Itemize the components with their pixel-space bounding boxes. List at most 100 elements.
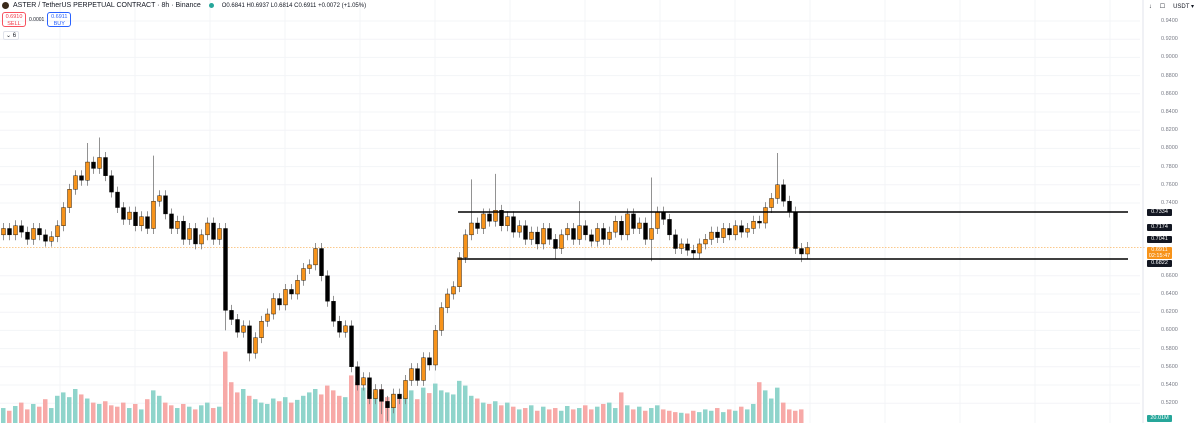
candle-down bbox=[163, 195, 168, 215]
candle-down bbox=[145, 216, 150, 229]
candle-up bbox=[157, 195, 162, 202]
price-axis-tick: 0.5200 bbox=[1161, 400, 1178, 407]
candle-up bbox=[493, 210, 498, 222]
candle-down bbox=[523, 225, 528, 240]
volume-bar bbox=[97, 403, 102, 423]
candle-up bbox=[253, 337, 258, 354]
volume-bar bbox=[85, 398, 90, 423]
volume-bar bbox=[625, 405, 630, 423]
candle-down bbox=[553, 239, 558, 249]
candle-down bbox=[415, 368, 420, 381]
candle-down bbox=[331, 301, 336, 322]
volume-bar bbox=[343, 397, 348, 423]
arrow-down-icon[interactable]: ↓ bbox=[1148, 3, 1152, 10]
candle-up bbox=[565, 228, 570, 236]
price-axis-tick: 0.8000 bbox=[1161, 145, 1178, 152]
spread: 0.0001 bbox=[29, 16, 45, 23]
volume-bar bbox=[409, 390, 414, 423]
trade-panel: 0.6910 SELL 0.0001 0.6911 BUY bbox=[2, 12, 72, 27]
price-axis-tick: 0.6200 bbox=[1161, 309, 1178, 316]
price-tag-2: 0.7174 bbox=[1147, 224, 1172, 231]
candle-up bbox=[55, 225, 60, 237]
volume-bar bbox=[787, 409, 792, 423]
volume-bar bbox=[49, 408, 54, 423]
currency-select[interactable]: USDT ▾ bbox=[1173, 4, 1194, 10]
volume-bar bbox=[757, 382, 762, 423]
volume-bar bbox=[277, 401, 282, 423]
candle-down bbox=[289, 289, 294, 295]
volume-bar bbox=[547, 409, 552, 423]
candle-up bbox=[613, 220, 618, 233]
volume-bar bbox=[1, 408, 6, 423]
volume-bar bbox=[199, 405, 204, 423]
candle-down bbox=[475, 222, 480, 229]
candle-up bbox=[97, 157, 102, 169]
candle-down bbox=[643, 222, 648, 240]
volume-bar bbox=[433, 383, 438, 423]
volume-bar bbox=[43, 399, 48, 423]
candle-up bbox=[733, 225, 738, 236]
price-tag-3: 0.7041 bbox=[1147, 236, 1172, 243]
candle-down bbox=[631, 213, 636, 229]
indicators-toggle[interactable]: ⌄ 6 bbox=[3, 31, 20, 40]
price-axis-tick: 0.6400 bbox=[1161, 291, 1178, 297]
candle-up bbox=[217, 228, 222, 240]
volume-bar bbox=[493, 401, 498, 423]
volume-bar bbox=[739, 406, 744, 423]
candle-down bbox=[739, 225, 744, 233]
price-axis-tick: 0.7800 bbox=[1161, 163, 1178, 170]
volume-bar bbox=[799, 409, 804, 423]
candle-up bbox=[529, 231, 534, 240]
level-bottom-tag: 0.6822 bbox=[1147, 260, 1172, 267]
candle-down bbox=[103, 157, 108, 176]
buy-label: BUY bbox=[53, 21, 65, 27]
candle-up bbox=[451, 286, 456, 295]
volume-bar bbox=[229, 382, 234, 423]
candle-up bbox=[151, 200, 156, 229]
volume-bar bbox=[37, 406, 42, 423]
volume-bar bbox=[553, 408, 558, 423]
candle-down bbox=[685, 243, 690, 251]
volume-bar bbox=[157, 395, 162, 423]
candle-down bbox=[583, 225, 588, 236]
volume-bar bbox=[151, 390, 156, 423]
symbol-title[interactable]: ASTER / TetherUS PERPETUAL CONTRACT · 8h… bbox=[13, 2, 201, 9]
volume-bar bbox=[331, 390, 336, 423]
candle-up bbox=[457, 257, 462, 287]
volume-bar bbox=[235, 392, 240, 423]
candle-down bbox=[727, 228, 732, 236]
candle-down bbox=[535, 231, 540, 245]
candle-up bbox=[13, 225, 18, 236]
volume-bar bbox=[745, 409, 750, 423]
volume-bar bbox=[559, 410, 564, 423]
volume-bar bbox=[241, 389, 246, 423]
price-axis-tick: 0.9000 bbox=[1161, 54, 1178, 61]
sell-button[interactable]: 0.6910 SELL bbox=[2, 12, 26, 27]
volume-bar bbox=[709, 410, 714, 423]
volume-bar bbox=[613, 408, 618, 423]
volume-bar bbox=[79, 394, 84, 423]
candle-down bbox=[37, 228, 42, 236]
candle-down bbox=[109, 175, 114, 193]
candle-down bbox=[211, 222, 216, 240]
volume-bar bbox=[475, 398, 480, 423]
candle-up bbox=[259, 321, 264, 338]
volume-bar bbox=[481, 402, 486, 423]
candle-up bbox=[433, 330, 438, 366]
candle-down bbox=[133, 211, 138, 226]
volume-bar bbox=[667, 410, 672, 423]
buy-button[interactable]: 0.6911 BUY bbox=[47, 12, 72, 27]
volume-bar bbox=[337, 395, 342, 423]
candle-up bbox=[139, 216, 144, 226]
candle-down bbox=[673, 234, 678, 249]
volume-bar bbox=[319, 394, 324, 423]
volume-bar bbox=[61, 392, 66, 423]
candle-down bbox=[571, 228, 576, 240]
fullscreen-icon[interactable]: ☐ bbox=[1159, 4, 1166, 10]
volume-bar bbox=[19, 402, 24, 423]
last-price-tag: 0.6911 02:15:47 bbox=[1147, 247, 1172, 259]
volume-bar bbox=[139, 409, 144, 423]
volume-bar bbox=[301, 395, 306, 423]
top-right-toolbar: ↓ ☐ USDT ▾ bbox=[1147, 2, 1196, 11]
